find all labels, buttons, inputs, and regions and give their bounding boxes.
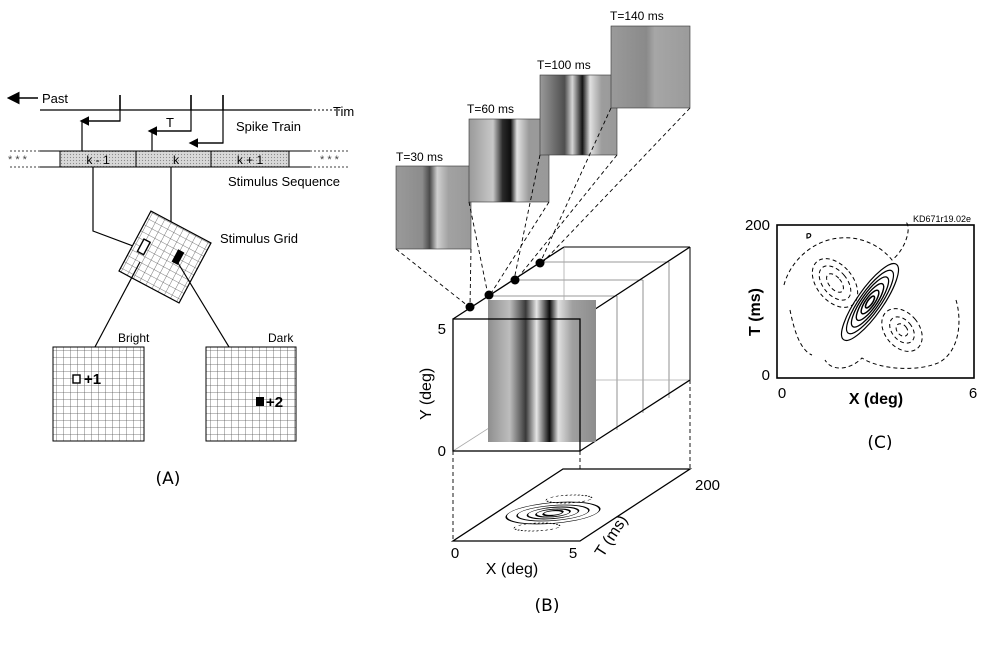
contour-lines — [783, 221, 960, 369]
frame-t140: T=140 ms — [610, 9, 691, 109]
panel-a: Past Tim T Spike Train * * * k - 1 k k +… — [6, 91, 354, 489]
time-dot — [465, 302, 475, 312]
ellipsis-left: * * * — [8, 154, 28, 166]
delay-t-label: T — [166, 115, 174, 130]
x-tick: 0 — [778, 385, 786, 402]
x-tick: 5 — [569, 545, 577, 562]
cube-rf-slice — [488, 300, 596, 442]
y-tick: 0 — [762, 367, 770, 384]
panel-b: T=30 ms T=60 ms T=100 ms T=140 ms — [395, 9, 720, 616]
cell-id-label: KD671r19.02e — [913, 214, 971, 224]
space-time-cube — [452, 246, 691, 452]
time-dot — [510, 275, 520, 285]
dark-grid — [205, 346, 297, 442]
frame-t100: T=100 ms — [537, 58, 618, 156]
panel-c: KD671r19.02e — [745, 214, 977, 453]
time-axis-label: Tim — [333, 104, 354, 119]
ellipsis-right: * * * — [320, 154, 340, 166]
frame-label: k — [173, 153, 180, 167]
dark-increment: +2 — [266, 394, 283, 411]
bright-increment: +1 — [84, 371, 101, 388]
frame-label: T=60 ms — [467, 102, 514, 116]
y-tick: 200 — [745, 217, 770, 234]
delay-line — [81, 110, 121, 152]
stimulus-grid — [118, 210, 212, 304]
y-axis-label: Y (deg) — [418, 368, 435, 420]
t-tick: 200 — [695, 477, 720, 494]
stimulus-sequence-label: Stimulus Sequence — [228, 174, 340, 189]
x-axis-label: X (deg) — [849, 391, 903, 408]
frame-t30: T=30 ms — [395, 150, 472, 250]
frame-label: T=140 ms — [610, 9, 664, 23]
dark-cell — [256, 397, 264, 406]
frame-label: k - 1 — [86, 153, 110, 167]
frame-label: T=30 ms — [396, 150, 443, 164]
y-tick: 5 — [438, 321, 446, 338]
x-axis-label: X (deg) — [486, 561, 538, 578]
spike-train-label: Spike Train — [236, 119, 301, 134]
stimulus-grid-label: Stimulus Grid — [220, 231, 298, 246]
caption-b: (B) — [535, 596, 560, 616]
x-tick: 0 — [451, 545, 459, 562]
time-dot — [535, 258, 545, 268]
floor-contour-plot — [450, 468, 693, 542]
time-dot — [484, 290, 494, 300]
dark-label: Dark — [268, 331, 294, 345]
frame-t60: T=60 ms — [467, 102, 550, 203]
y-tick: 0 — [438, 443, 446, 460]
frame-label: k + 1 — [237, 153, 264, 167]
past-label: Past — [42, 91, 68, 106]
y-axis-label: T (ms) — [747, 288, 764, 336]
x-tick: 6 — [969, 385, 977, 402]
bright-label: Bright — [118, 331, 150, 345]
stimulus-frame — [210, 150, 290, 168]
frame-label: T=100 ms — [537, 58, 591, 72]
caption-a: (A) — [156, 469, 181, 489]
bright-cell — [72, 374, 81, 384]
caption-c: (C) — [867, 433, 892, 453]
bright-grid — [52, 346, 145, 442]
